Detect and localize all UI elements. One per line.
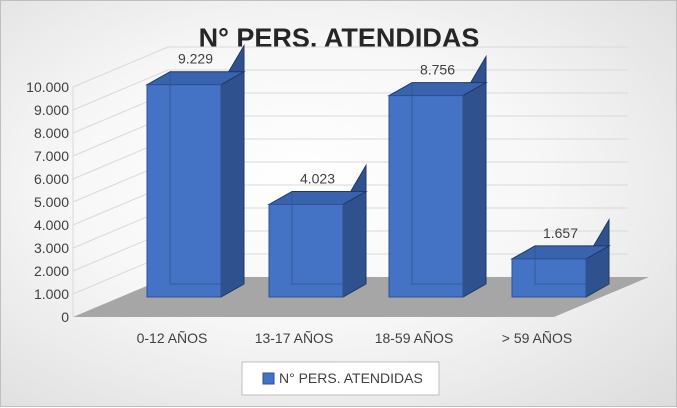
x-category-label: 0-12 AÑOS (137, 330, 208, 346)
bar-edge (534, 245, 609, 285)
x-category-label: 13-17 AÑOS (255, 330, 334, 346)
y-tick-label: 4.000 (34, 217, 69, 233)
data-label: 1.657 (543, 225, 578, 241)
x-axis: 0-12 AÑOS 13-17 AÑOS 18-59 AÑOS > 59 AÑOS (137, 330, 573, 346)
chart-title: N° PERS. ATENDIDAS (199, 23, 480, 53)
bars (145, 43, 611, 298)
y-tick-label: 2.000 (34, 263, 69, 279)
bar (145, 43, 246, 298)
gridline (72, 69, 628, 111)
bar (267, 163, 368, 298)
bar (510, 218, 611, 298)
y-tick-label: 3.000 (34, 240, 69, 256)
bar-front (146, 84, 222, 298)
y-tick-label: 5.000 (34, 194, 69, 210)
bar (387, 54, 488, 298)
bar-side (220, 43, 245, 298)
data-label: 9.229 (178, 51, 213, 67)
legend: N° PERS. ATENDIDAS (241, 361, 440, 396)
bar-front (268, 203, 344, 298)
bar-front (511, 258, 587, 298)
data-labels: 9.229 4.023 8.756 1.657 (178, 51, 578, 241)
y-axis: 0 1.000 2.000 3.000 4.000 5.000 6.000 7.000 8.00… (26, 79, 74, 325)
y-tick-label: 7.000 (34, 148, 69, 164)
y-tick-label: 9.000 (34, 102, 69, 118)
legend-label: N° PERS. ATENDIDAS (279, 370, 423, 386)
y-tick-label: 8.000 (34, 125, 69, 141)
y-tick-label: 6.000 (34, 171, 69, 187)
data-label: 4.023 (300, 170, 335, 186)
gridline (72, 46, 628, 88)
bar-front (388, 95, 464, 298)
legend-swatch (262, 372, 275, 385)
bar-edge (411, 82, 486, 285)
x-category-label: > 59 AÑOS (502, 330, 572, 346)
bar-edge (169, 71, 244, 285)
y-tick-label: 10.000 (26, 79, 69, 95)
data-label: 8.756 (420, 62, 455, 78)
bar-edge (291, 191, 366, 285)
y-tick-label: 1.000 (34, 286, 69, 302)
legend-box (241, 361, 440, 396)
y-tick-label: 0 (61, 309, 69, 325)
x-category-label: 18-59 AÑOS (375, 330, 454, 346)
